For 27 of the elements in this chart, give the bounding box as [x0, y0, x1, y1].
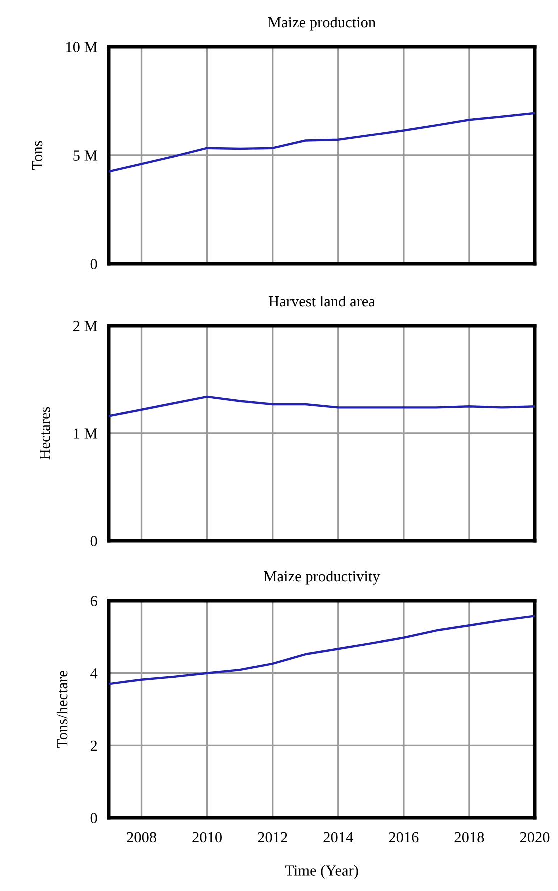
- y-tick-label: 5 M: [74, 150, 98, 161]
- y-tick-label: 0: [90, 813, 98, 824]
- y-axis-title: Tons: [32, 141, 43, 170]
- y-tick-label: 0: [90, 259, 98, 270]
- x-tick-label: 2012: [258, 832, 288, 843]
- y-tick-label: 2 M: [74, 321, 98, 332]
- x-tick-label: 2020: [520, 832, 550, 843]
- x-tick-label: 2010: [192, 832, 222, 843]
- line-series: [109, 112, 535, 173]
- y-tick-label: 1 M: [74, 428, 98, 439]
- y-axis-title: Tons/hectare: [56, 671, 68, 748]
- y-tick-label: 0: [90, 536, 98, 546]
- x-tick-label: 2018: [454, 832, 484, 843]
- x-axis-title: Time (Year): [285, 865, 358, 880]
- y-tick-label: 10 M: [66, 42, 98, 52]
- y-tick-label: 2: [90, 740, 98, 751]
- x-tick-label: 2014: [324, 832, 354, 843]
- chart-title: Maize productivity: [264, 570, 380, 585]
- chart-title: Harvest land area: [268, 296, 376, 307]
- x-tick-label: 2016: [389, 832, 419, 843]
- chart-title: Maize production: [268, 16, 376, 31]
- y-axis-title: Hectares: [40, 407, 50, 460]
- line-series: [109, 396, 535, 418]
- y-tick-label: 6: [90, 596, 98, 606]
- y-tick-label: 4: [90, 668, 98, 679]
- line-series: [109, 615, 535, 686]
- x-tick-label: 2008: [127, 832, 156, 843]
